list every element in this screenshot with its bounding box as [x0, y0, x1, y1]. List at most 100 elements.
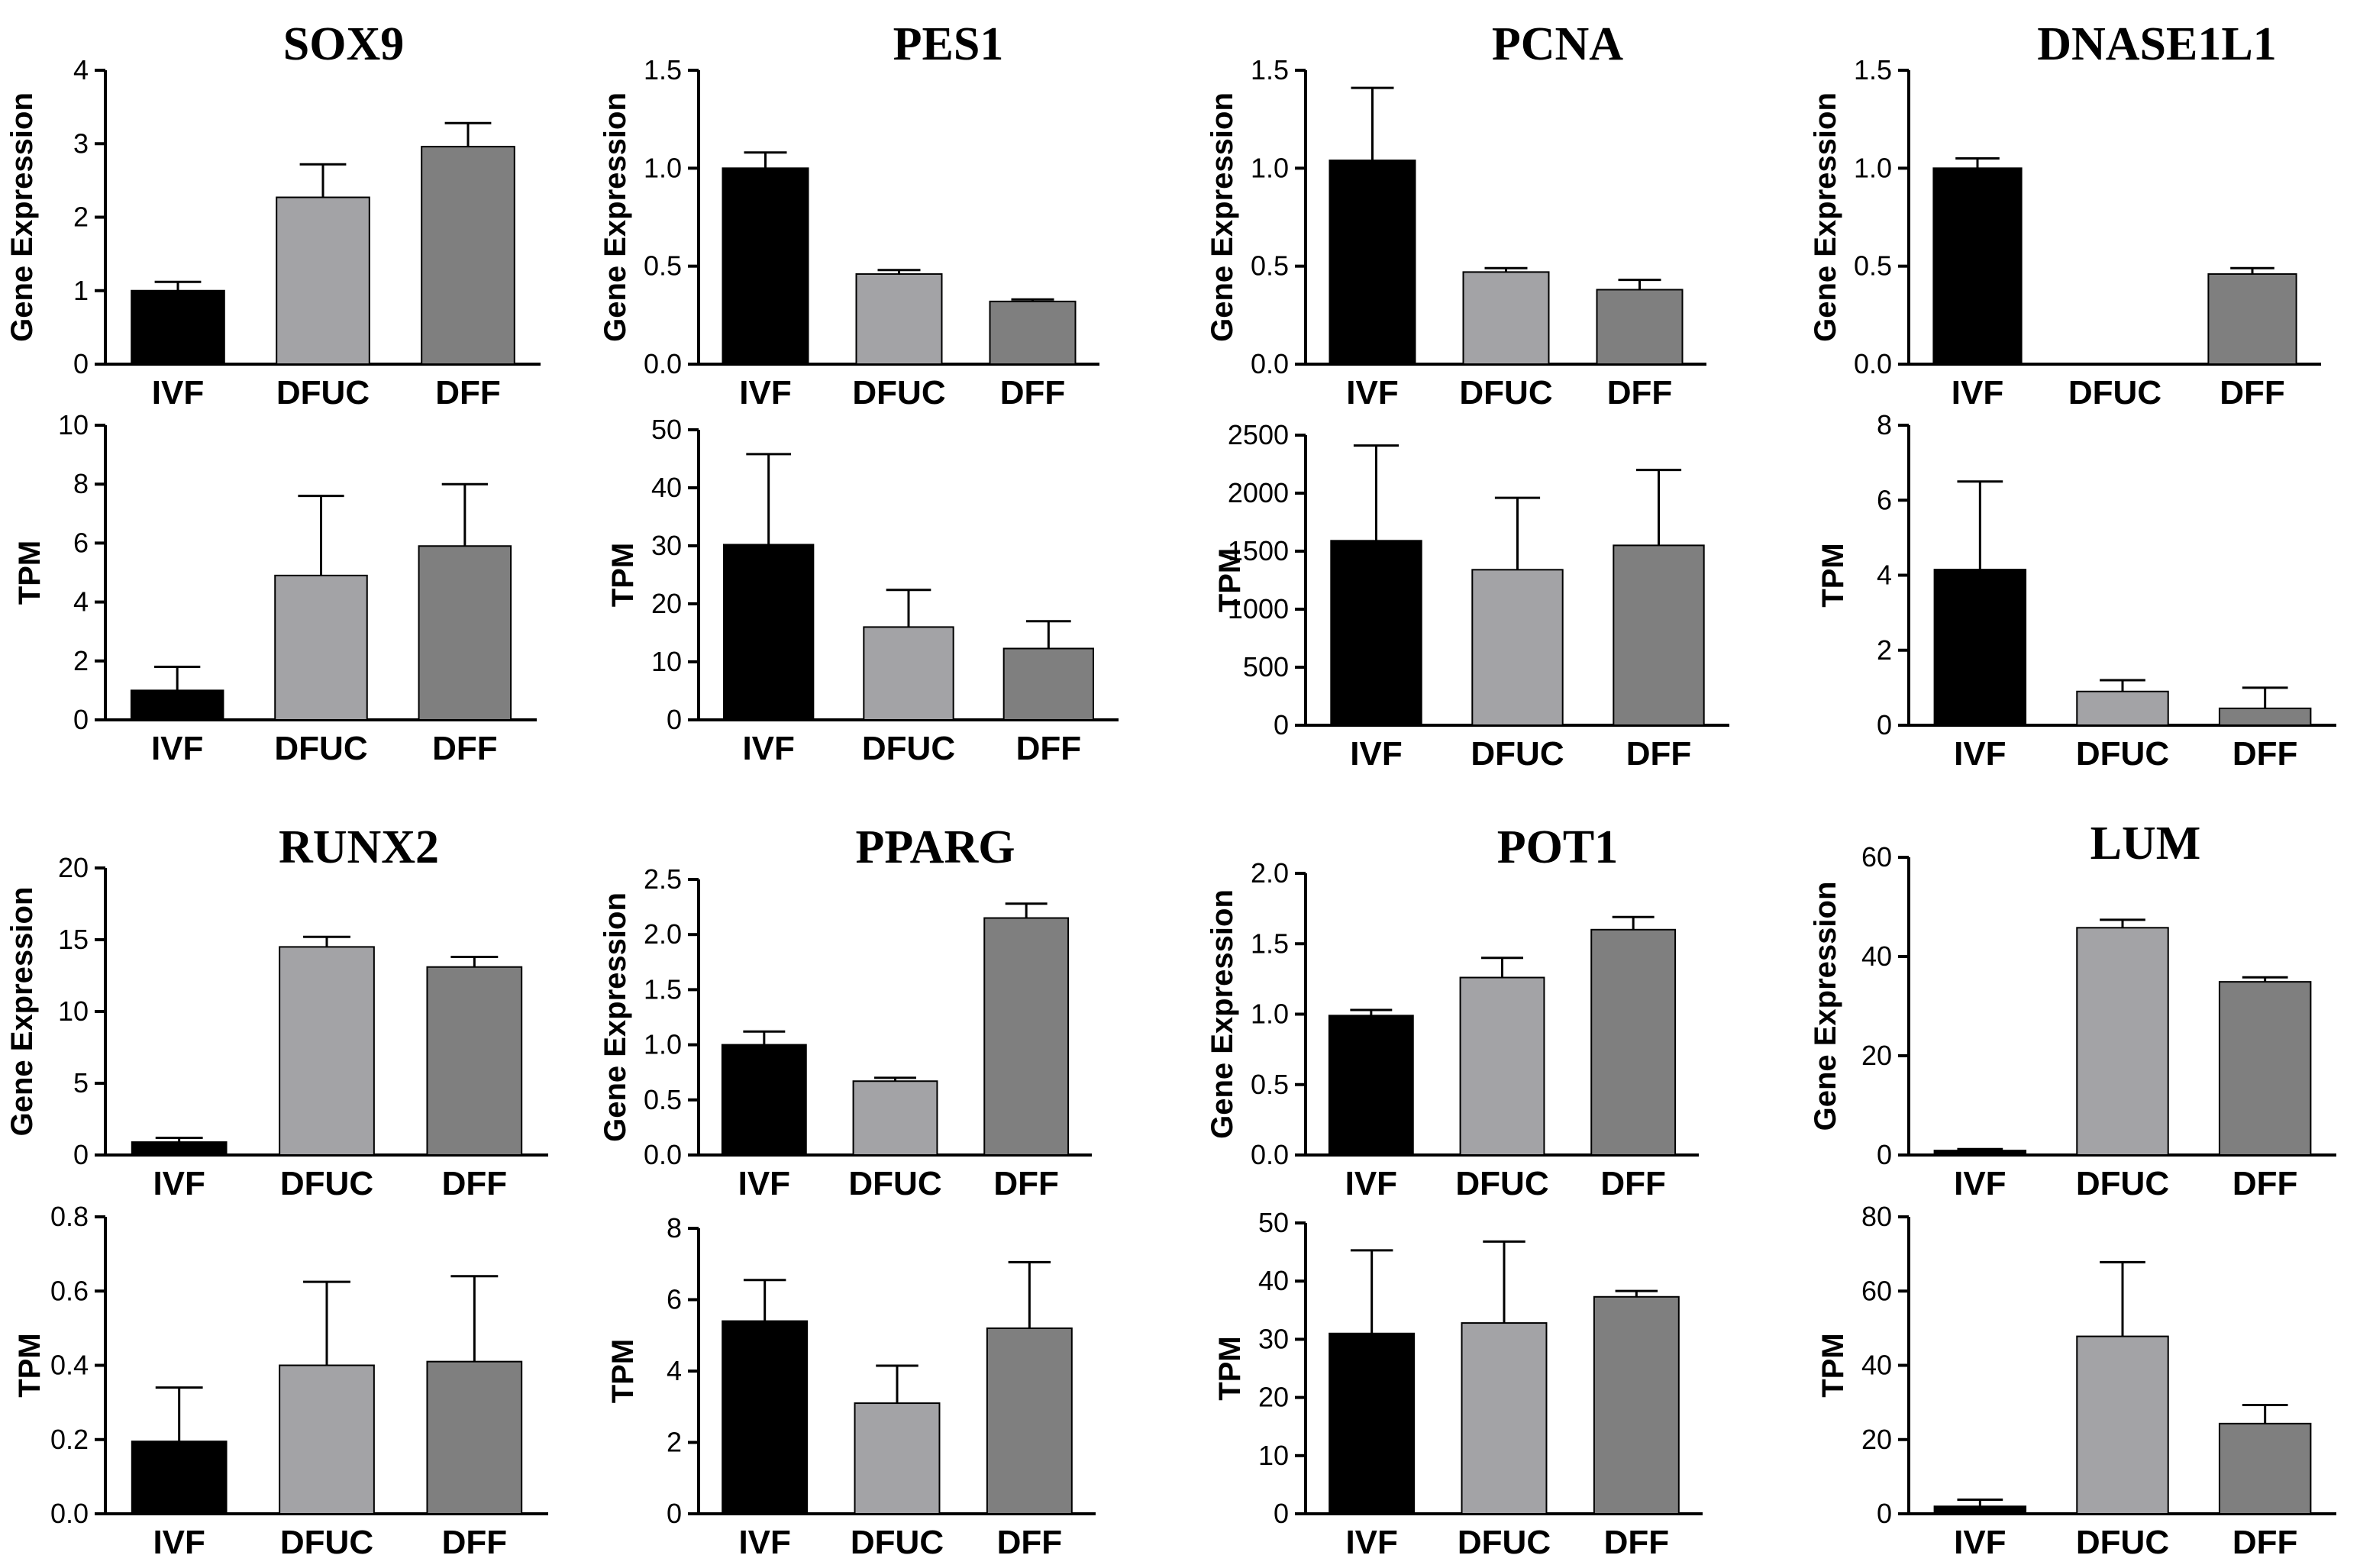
y-tick-label: 1000 [1228, 593, 1289, 624]
chart-panel: PES1 Gene Expression 0.0 0.5 1.0 1.5 IVF DFUC DF… [599, 18, 1099, 411]
x-tick-label: IVF [1954, 1165, 2006, 1202]
y-tick-label: 2.0 [644, 918, 682, 950]
y-tick-label: 0.0 [644, 1139, 682, 1170]
y-tick-label: 60 [1861, 841, 1892, 873]
y-tick-label: 50 [651, 414, 682, 445]
chart-panel: LUM Gene Expression 0 20 40 60 IVF DFUC DFF [1809, 818, 2336, 1202]
bar-dfuc [2076, 1335, 2169, 1515]
y-tick-label: 20 [1861, 1040, 1892, 1071]
bar-ivf [1329, 1332, 1416, 1515]
x-tick-label: DFF [2220, 374, 2285, 411]
y-tick-label: 0 [667, 704, 682, 735]
y-axis-label: TPM [1213, 1336, 1247, 1400]
x-tick-label: DFUC [1459, 374, 1552, 411]
chart-panel: TPM 0 2 4 6 8 IVF DFUC DFF [1816, 409, 2336, 773]
bar-ivf [131, 1441, 228, 1515]
panel-title: PPARG [856, 821, 1015, 873]
y-tick-label: 0.5 [1251, 250, 1289, 282]
y-axis-label: TPM [606, 1339, 640, 1403]
panel-title: RUNX2 [279, 821, 439, 873]
y-tick-label: 2.0 [1251, 857, 1289, 889]
y-axis-label: Gene Expression [599, 892, 632, 1142]
x-tick-label: DFUC [280, 1524, 373, 1561]
bar-ivf [131, 289, 225, 365]
bar-dfuc [1471, 569, 1564, 726]
chart-panel: PPARG Gene Expression 0.0 0.5 1.0 1.5 2.0 2.5 IV… [599, 821, 1092, 1202]
x-tick-label: DFF [2232, 735, 2298, 773]
y-tick-label: 1.5 [1251, 54, 1289, 85]
y-tick-label: 0.4 [50, 1350, 89, 1381]
y-tick-label: 1.0 [644, 1029, 682, 1060]
x-tick-label: DFF [2232, 1524, 2298, 1561]
chart-panel: TPM 0 20 40 60 80 IVF DFUC DFF [1816, 1201, 2336, 1561]
y-tick-label: 8 [1877, 409, 1892, 440]
x-tick-label: DFF [1626, 735, 1692, 773]
y-tick-label: 2000 [1228, 477, 1289, 508]
x-tick-label: DFUC [276, 374, 370, 411]
y-tick-label: 30 [651, 530, 682, 561]
y-axis-label: TPM [13, 1333, 47, 1397]
x-tick-label: DFF [1607, 374, 1673, 411]
bar-dff [1590, 928, 1677, 1157]
y-tick-label: 0 [73, 704, 89, 735]
chart-panel: TPM 0 2 4 6 8 IVF DFUC DFF [606, 1212, 1096, 1561]
y-tick-label: 0.0 [644, 348, 682, 379]
y-tick-label: 10 [58, 409, 89, 440]
bar-ivf [1330, 540, 1422, 726]
x-tick-label: DFUC [2076, 1165, 2169, 1202]
chart-panel: SOX9 Gene Expression 0 1 2 3 4 IVF DFUC DFF [5, 18, 541, 411]
bar-ivf [1933, 569, 2027, 726]
chart-panel: TPM 0 2 4 6 8 10 IVF DFUC DFF [13, 409, 537, 767]
bar-dfuc [1461, 1322, 1548, 1515]
x-tick-label: DFUC [1458, 1524, 1551, 1561]
chart-panel: DNASE1L1 Gene Expression 0.0 0.5 1.0 1.5 IVF DF… [1809, 18, 2321, 411]
x-tick-label: DFUC [2076, 735, 2169, 773]
y-tick-label: 0.8 [50, 1201, 89, 1232]
y-tick-label: 15 [58, 924, 89, 955]
y-tick-label: 30 [1258, 1323, 1289, 1354]
x-tick-label: DFF [435, 374, 501, 411]
y-tick-label: 3 [73, 127, 89, 159]
y-tick-label: 1.0 [1251, 152, 1289, 183]
bar-dff [1002, 647, 1094, 721]
y-tick-label: 1500 [1228, 535, 1289, 566]
bar-dff [1613, 544, 1705, 727]
y-tick-label: 6 [667, 1284, 682, 1315]
bar-ivf [721, 1044, 807, 1156]
x-tick-label: DFUC [851, 1524, 944, 1561]
bar-dfuc [2076, 927, 2169, 1157]
x-tick-label: DFUC [1455, 1165, 1548, 1202]
y-tick-label: 0 [667, 1498, 682, 1529]
chart-panel: TPM 0 500 1000 1500 2000 2500 IVF DFUC DFF [1213, 419, 1729, 773]
x-tick-label: IVF [738, 1524, 790, 1561]
y-tick-label: 0.2 [50, 1424, 89, 1455]
y-tick-label: 20 [1861, 1424, 1892, 1455]
x-tick-label: DFF [993, 1165, 1059, 1202]
y-tick-label: 1.5 [1854, 54, 1892, 85]
x-tick-label: DFUC [280, 1165, 373, 1202]
chart-panel: TPM 0.0 0.2 0.4 0.6 0.8 IVF DFUC DFF [13, 1201, 548, 1561]
y-tick-label: 0 [73, 1139, 89, 1170]
bar-dfuc [1459, 976, 1545, 1157]
y-axis-label: Gene Expression [1206, 92, 1239, 342]
bar-ivf [131, 1141, 228, 1156]
panel-title: SOX9 [283, 18, 404, 70]
y-tick-label: 10 [1258, 1440, 1289, 1471]
bar-ivf [723, 544, 815, 721]
x-tick-label: DFF [442, 1524, 508, 1561]
y-tick-label: 1.0 [1854, 152, 1892, 183]
y-tick-label: 1.0 [644, 152, 682, 183]
bar-ivf [1933, 1505, 2027, 1515]
y-tick-label: 4 [1877, 560, 1892, 591]
y-axis-label: TPM [1816, 1333, 1850, 1397]
bar-dff [2218, 1422, 2312, 1515]
y-tick-label: 20 [58, 852, 89, 883]
bar-ivf [1933, 1150, 2027, 1157]
bar-dff [2218, 981, 2312, 1157]
bar-dfuc [863, 626, 954, 721]
y-tick-label: 0.5 [644, 1084, 682, 1115]
x-tick-label: DFF [2232, 1165, 2298, 1202]
bar-dff [986, 1327, 1073, 1515]
y-tick-label: 1.0 [1251, 999, 1289, 1030]
bar-dff [418, 545, 512, 721]
